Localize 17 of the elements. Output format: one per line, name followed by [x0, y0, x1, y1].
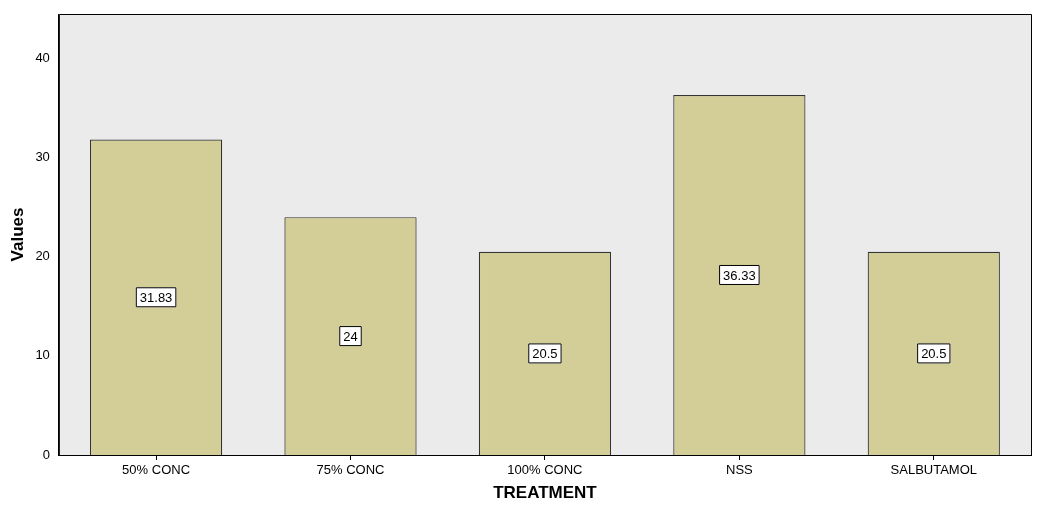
y-axis-title: Values [7, 207, 27, 262]
x-tick-label: 75% CONC [316, 462, 385, 478]
y-tick-label: 40 [35, 50, 50, 66]
data-label: 31.83 [139, 289, 173, 305]
x-tick-label: 50% CONC [122, 462, 191, 478]
data-label: 24 [343, 328, 358, 344]
x-tick-label: 100% CONC [507, 462, 583, 478]
x-tick-label: NSS [725, 462, 754, 478]
y-tick-label: 0 [42, 446, 50, 462]
data-label: 36.33 [723, 267, 756, 283]
data-label: 20.5 [532, 346, 558, 361]
data-label: 20.5 [921, 346, 947, 361]
y-tick-label: 30 [35, 149, 50, 165]
y-tick-label: 10 [35, 347, 50, 363]
y-tick-label: 20 [35, 248, 50, 264]
x-tick-label: SALBUTAMOL [890, 462, 978, 478]
x-axis-title: TREATMENT [493, 483, 598, 503]
